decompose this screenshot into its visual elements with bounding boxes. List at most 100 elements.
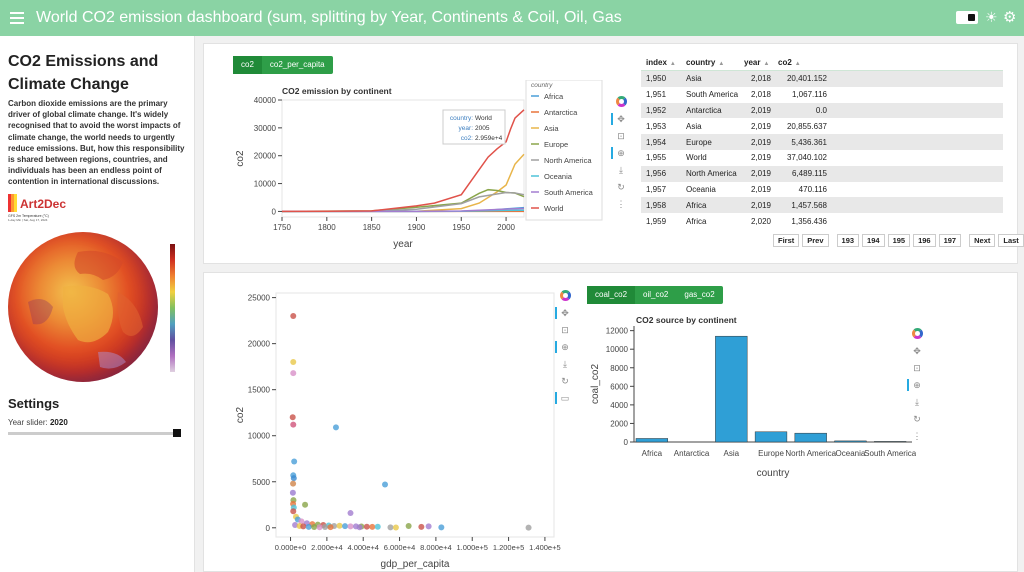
pager-next-button[interactable]: Next (969, 234, 996, 247)
table-body: 1,950 Asia 2,018 20,401.152 1,951 South Ameri… (641, 71, 1003, 229)
save-icon[interactable]: ⤓ (619, 165, 623, 175)
y-axis-label: coal_co2 (590, 364, 601, 404)
pager-197-button[interactable]: 197 (938, 234, 962, 247)
tab-gas-co2[interactable]: gas_co2 (684, 290, 715, 299)
reset-icon[interactable]: ↻ (561, 376, 569, 386)
pager-196-button[interactable]: 196 (913, 234, 936, 247)
scatter-point (290, 475, 297, 482)
year-slider-handle[interactable] (173, 429, 181, 437)
table-row[interactable]: 1,959 Africa 2,020 1,356.436 (641, 213, 1003, 229)
legend-item: Antarctica (544, 108, 578, 117)
bokeh-logo-icon[interactable] (615, 96, 627, 107)
y-tick-label: 10000 (606, 345, 629, 354)
cell-year: 2,019 (750, 184, 771, 194)
cell-index: 1,953 (646, 121, 667, 131)
tab-co2[interactable]: co2 (233, 56, 262, 74)
theme-toggle[interactable] (956, 11, 978, 24)
scatter-point (290, 480, 297, 487)
legend-item: Europe (544, 140, 568, 149)
pager-194-button[interactable]: 194 (862, 234, 885, 247)
x-tick-label: 2000 (497, 223, 515, 232)
box-zoom-icon[interactable]: ⊡ (617, 131, 625, 141)
reset-icon[interactable]: ↻ (617, 182, 625, 192)
pan-icon[interactable]: ✥ (913, 346, 921, 356)
col-index[interactable]: index ▲ (646, 57, 676, 67)
pan-icon[interactable]: ✥ (555, 307, 571, 319)
box-zoom-icon[interactable]: ⊡ (561, 325, 569, 335)
sun-icon[interactable]: ☀ (985, 9, 998, 25)
sort-icon[interactable]: ▲ (794, 60, 801, 67)
tab-coal-co2[interactable]: coal_co2 (587, 286, 636, 304)
menu-icon[interactable] (10, 12, 24, 24)
wheel-zoom-icon[interactable]: ⊕ (907, 379, 923, 391)
table-row[interactable]: 1,957 Oceania 2,019 470.116 (641, 182, 1003, 198)
x-tick-label: 2.000e+4 (311, 543, 343, 552)
pan-icon[interactable]: ✥ (611, 113, 627, 125)
bar-asia (715, 335, 748, 443)
table-row[interactable]: 1,954 Europe 2,019 5,436.361 (641, 134, 1003, 150)
table-row[interactable]: 1,951 South America 2,018 1,067.116 (641, 87, 1003, 103)
tab-oil-co2[interactable]: oil_co2 (643, 290, 669, 299)
bokeh-logo-icon[interactable] (911, 328, 923, 339)
cell-country: North America (686, 169, 737, 179)
box-zoom-icon[interactable]: ⊡ (913, 363, 921, 373)
scatter-point (438, 524, 445, 531)
pager-first-button[interactable]: First (773, 234, 800, 247)
table-row[interactable]: 1,955 World 2,019 37,040.102 (641, 150, 1003, 166)
tab-co2-per-capita[interactable]: co2_per_capita (269, 60, 325, 69)
cell-index: 1,958 (646, 200, 667, 210)
table-row[interactable]: 1,950 Asia 2,018 20,401.152 (641, 71, 1003, 87)
y-tick-label: 12000 (606, 327, 629, 336)
pager-195-button[interactable]: 195 (887, 234, 911, 247)
sort-icon[interactable]: ▲ (718, 60, 725, 67)
save-icon[interactable]: ⤓ (915, 397, 919, 407)
wheel-zoom-icon[interactable]: ⊕ (555, 341, 571, 353)
table-row[interactable]: 1,958 Africa 2,019 1,457.568 (641, 197, 1003, 214)
pager-193-button[interactable]: 193 (836, 234, 860, 247)
cell-year: 2,019 (750, 169, 771, 179)
cell-index: 1,959 (646, 216, 667, 226)
more-icon[interactable]: ⋮ (616, 199, 626, 209)
pager-prev-button[interactable]: Prev (802, 234, 829, 247)
gear-icon[interactable]: ⚙ (1003, 9, 1017, 26)
x-tick-label: 1.400e+5 (529, 543, 561, 552)
cell-co2: 20,855.637 (786, 121, 827, 131)
legend-item: Asia (544, 124, 559, 133)
table-row[interactable]: 1,952 Antarctica 2,019 0.0 (641, 102, 1003, 119)
bar-europe (754, 431, 788, 443)
wheel-zoom-icon[interactable]: ⊕ (611, 147, 627, 159)
bar-south-america (874, 441, 907, 443)
col-country[interactable]: country ▲ (686, 57, 725, 67)
hover-icon[interactable]: ▭ (555, 392, 570, 404)
scatter-point (327, 524, 334, 531)
line-chart-title: CO2 emission by continent (282, 86, 392, 96)
table-row[interactable]: 1,956 North America 2,019 6,489.115 (641, 165, 1003, 182)
map-date: 1-day Min | Sat, Aug 17, 2024 (8, 218, 48, 222)
table-row[interactable]: 1,953 Asia 2,019 20,855.637 (641, 118, 1003, 134)
cell-year: 2,019 (750, 105, 771, 115)
reset-icon[interactable]: ↻ (913, 414, 921, 424)
more-icon[interactable]: ⋮ (912, 431, 922, 441)
col-year[interactable]: year ▲ (744, 57, 770, 67)
x-axis-label: country (757, 468, 790, 479)
sort-icon[interactable]: ▲ (669, 60, 676, 67)
cell-index: 1,951 (646, 90, 667, 100)
y-tick-label: 4000 (610, 401, 628, 410)
line-chart-toolbar: ✥ ⊡ ⊕ ⤓ ↻ ⋮ (611, 96, 628, 215)
cell-index: 1,957 (646, 184, 667, 194)
series-line-world (281, 109, 525, 213)
year-slider-track[interactable] (8, 432, 178, 435)
x-tick-label: Antarctica (674, 449, 710, 458)
scatter-point (291, 458, 298, 465)
y-axis-label: co2 (235, 150, 246, 167)
sort-icon[interactable]: ▲ (763, 60, 770, 67)
x-tick-label: 8.000e+4 (420, 543, 452, 552)
legend-title: country (531, 82, 553, 89)
pager-last-button[interactable]: Last (998, 234, 1024, 247)
cell-year: 2,019 (750, 153, 771, 163)
col-co2[interactable]: co2 ▲ (778, 57, 801, 67)
y-tick-label: 0 (272, 207, 277, 216)
bokeh-logo-icon[interactable] (559, 290, 571, 301)
app-title: World CO2 emission dashboard (sum, split… (36, 9, 622, 26)
save-icon[interactable]: ⤓ (563, 359, 567, 369)
